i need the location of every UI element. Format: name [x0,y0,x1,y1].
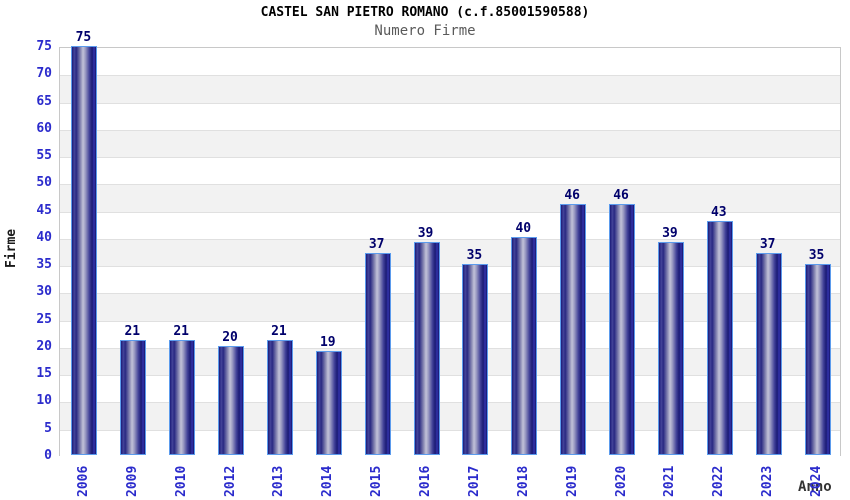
bar-value-2024: 35 [808,248,825,264]
gridline [60,211,840,213]
y-tick-label: 35 [36,257,52,273]
gridline [60,266,840,268]
bar-2020 [609,204,636,455]
gridline [60,238,840,240]
y-tick-label: 20 [36,338,52,354]
bar-value-2018: 40 [515,220,532,236]
y-tick-label: 65 [36,93,52,109]
gridline [60,129,840,131]
x-tick-label-2015: 2015 [369,465,385,497]
x-tick-label-2006: 2006 [75,465,91,497]
x-tick-label-2012: 2012 [222,465,238,497]
bar-2010 [169,340,196,455]
plot-area [59,46,841,457]
gridline [60,157,840,159]
y-tick-label: 40 [36,229,52,245]
chart-title: CASTEL SAN PIETRO ROMANO (c.f.8500159058… [260,5,590,20]
x-tick-label-2009: 2009 [124,465,140,497]
bar-value-2012: 20 [222,329,238,345]
bar-2024 [804,264,831,455]
gridline [60,102,840,104]
x-tick-label-2019: 2019 [564,465,580,497]
bar-value-2010: 21 [173,324,190,340]
bar-2019 [560,204,587,455]
bar-2009 [120,340,147,455]
y-tick-label: 50 [36,175,52,191]
bar-value-2014: 19 [319,335,336,351]
x-tick-label-2018: 2018 [515,465,531,497]
x-tick-label-2024: 2024 [809,465,825,497]
x-tick-label-2010: 2010 [173,465,189,497]
bar-2006 [71,46,98,455]
bar-value-2023: 37 [759,237,776,253]
bar-2023 [755,253,782,455]
bar-value-2021: 39 [662,226,678,242]
bar-2018 [511,236,538,455]
gridline [60,320,840,322]
y-tick-label: 30 [36,284,52,300]
x-tick-label-2016: 2016 [418,465,434,497]
chart-subtitle: Numero Firme [374,23,476,39]
bar-2013 [266,340,293,455]
x-tick-label-2023: 2023 [760,465,776,497]
y-tick-label: 25 [36,311,52,327]
bar-2021 [657,242,684,455]
x-tick-label-2020: 2020 [613,465,629,497]
bar-value-2013: 21 [271,324,287,340]
plot-band [60,157,840,185]
plot-band [60,102,840,130]
plot-band [60,129,840,158]
x-tick-label-2014: 2014 [320,465,336,497]
bar-2017 [462,264,489,455]
plot-band [60,184,840,212]
bar-2015 [364,253,391,455]
bar-value-2017: 35 [466,248,483,264]
gridline [60,75,840,77]
y-tick-label: 60 [36,120,52,136]
x-axis-title: Anno [798,479,832,495]
y-tick-label: 70 [36,66,52,82]
gridline [60,429,840,431]
bar-value-2015: 37 [368,237,385,253]
plot-band [60,75,840,103]
bar-2012 [218,345,245,455]
y-tick-label: 45 [36,202,52,218]
gridline [60,375,840,377]
bar-value-2022: 43 [710,204,727,220]
x-tick-label-2021: 2021 [662,465,678,497]
y-tick-label: 5 [44,420,52,436]
y-tick-label: 15 [36,366,52,382]
bar-2022 [706,220,733,455]
y-tick-label: 55 [36,148,52,164]
y-tick-label: 10 [36,393,52,409]
gridline [60,347,840,349]
bar-2014 [315,351,342,455]
bar-value-2020: 46 [613,188,629,204]
bar-2016 [413,242,440,455]
y-tick-label: 0 [44,448,52,463]
x-tick-label-2013: 2013 [271,465,287,497]
bar-value-2019: 46 [564,188,581,204]
bar-value-2006: 75 [75,30,92,45]
x-tick-label-2017: 2017 [466,465,482,497]
plot-band [60,48,840,76]
gridline [60,184,840,186]
y-tick-label: 75 [36,39,52,54]
gridline [60,402,840,404]
x-tick-label-2022: 2022 [711,465,727,497]
bar-value-2009: 21 [124,324,141,340]
gridline [60,293,840,295]
bar-value-2016: 39 [417,226,434,242]
